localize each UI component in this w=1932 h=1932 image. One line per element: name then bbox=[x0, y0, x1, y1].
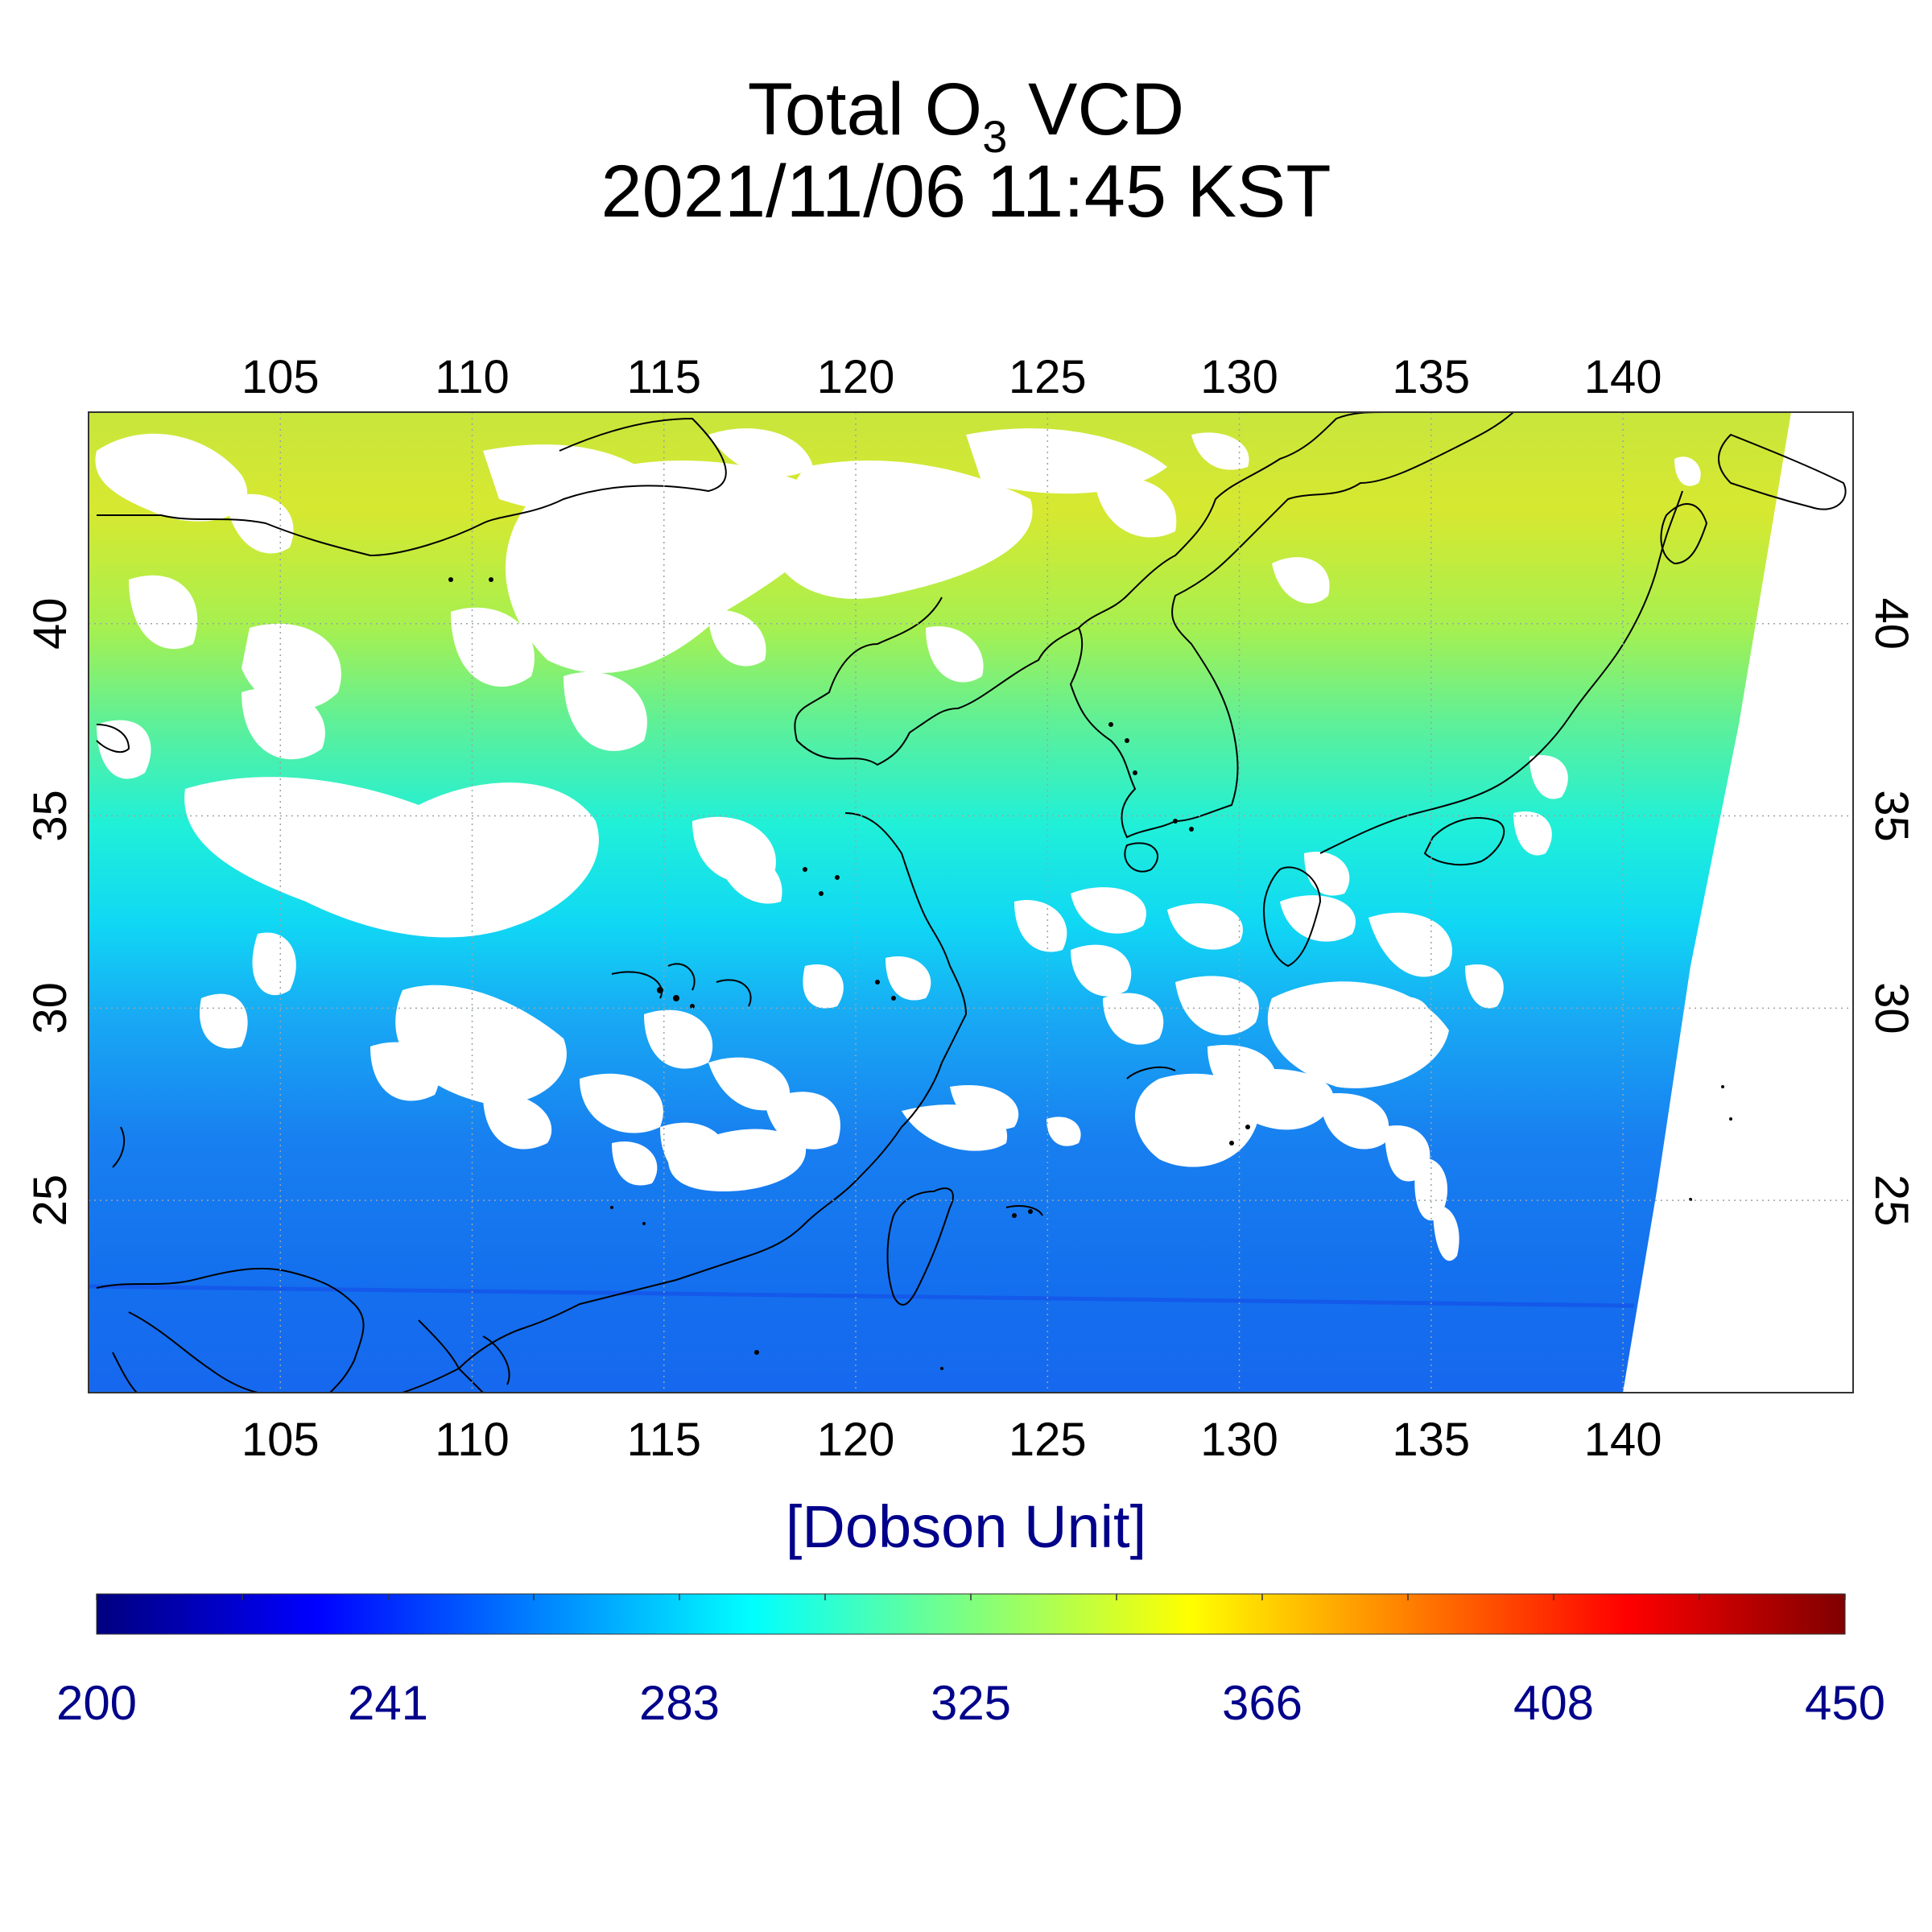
lon-tick-label-top: 120 bbox=[817, 351, 895, 403]
colorbar-label: 241 bbox=[347, 1676, 429, 1730]
colorbar-label: 408 bbox=[1513, 1676, 1595, 1730]
colorbar-label: 200 bbox=[56, 1676, 138, 1730]
colorbar-ticks bbox=[96, 1594, 1846, 1600]
lon-tick-label-bottom: 125 bbox=[1009, 1414, 1087, 1466]
lon-tick-label-bottom: 140 bbox=[1584, 1414, 1662, 1466]
title-suffix: VCD bbox=[1007, 68, 1185, 151]
coastlines bbox=[96, 412, 1847, 1393]
map-grid bbox=[89, 412, 1853, 1393]
map-frame bbox=[88, 411, 1854, 1393]
lat-tick-label-right: 35 bbox=[1865, 790, 1918, 842]
lon-tick-label-bottom: 115 bbox=[627, 1414, 701, 1466]
lon-tick-label-bottom: 105 bbox=[242, 1414, 320, 1466]
map-datetime: 2021/11/06 11:45 KST bbox=[601, 151, 1331, 233]
lat-tick-label-left: 35 bbox=[24, 790, 76, 842]
islands-dots bbox=[448, 577, 1732, 1370]
lon-tick-label-top: 105 bbox=[242, 351, 320, 403]
lon-tick-label-top: 110 bbox=[435, 351, 509, 403]
title-prefix: Total O bbox=[747, 68, 983, 151]
cloud-mask bbox=[95, 428, 1701, 1261]
lat-tick-label-left: 40 bbox=[24, 597, 76, 650]
lon-tick-label-bottom: 110 bbox=[435, 1414, 509, 1466]
lon-tick-label-top: 125 bbox=[1009, 351, 1087, 403]
colorbar-unit-label: [Dobson Unit] bbox=[785, 1493, 1147, 1560]
lat-tick-label-left: 25 bbox=[24, 1174, 76, 1227]
colorbar-label: 366 bbox=[1221, 1676, 1303, 1730]
lon-tick-label-top: 130 bbox=[1200, 351, 1278, 403]
lon-tick-label-top: 115 bbox=[627, 351, 701, 403]
colorbar-bar bbox=[96, 1593, 1846, 1635]
lon-tick-label-top: 135 bbox=[1392, 351, 1470, 403]
map-ticks: 105 105 110 110 115 115 120 120 125 125 130 130 135 1… bbox=[24, 351, 1918, 1466]
lat-tick-label-right: 40 bbox=[1865, 597, 1918, 650]
map-title: Total O3 VCD bbox=[0, 72, 1932, 159]
lon-tick-label-bottom: 135 bbox=[1392, 1414, 1470, 1466]
lat-tick-label-right: 25 bbox=[1865, 1174, 1918, 1227]
orbit-seam bbox=[89, 1284, 1635, 1308]
colorbar-label: 283 bbox=[638, 1676, 720, 1730]
lon-tick-label-bottom: 120 bbox=[817, 1414, 895, 1466]
no-data-region bbox=[1623, 412, 1853, 1393]
lon-tick-label-top: 140 bbox=[1584, 351, 1662, 403]
title-subscript: 3 bbox=[982, 111, 1008, 162]
colorbar-label: 450 bbox=[1804, 1676, 1886, 1730]
lat-tick-label-right: 30 bbox=[1865, 982, 1918, 1034]
colorbar-label: 325 bbox=[930, 1676, 1012, 1730]
lat-tick-label-left: 30 bbox=[24, 982, 76, 1034]
lon-tick-label-bottom: 130 bbox=[1200, 1414, 1278, 1466]
